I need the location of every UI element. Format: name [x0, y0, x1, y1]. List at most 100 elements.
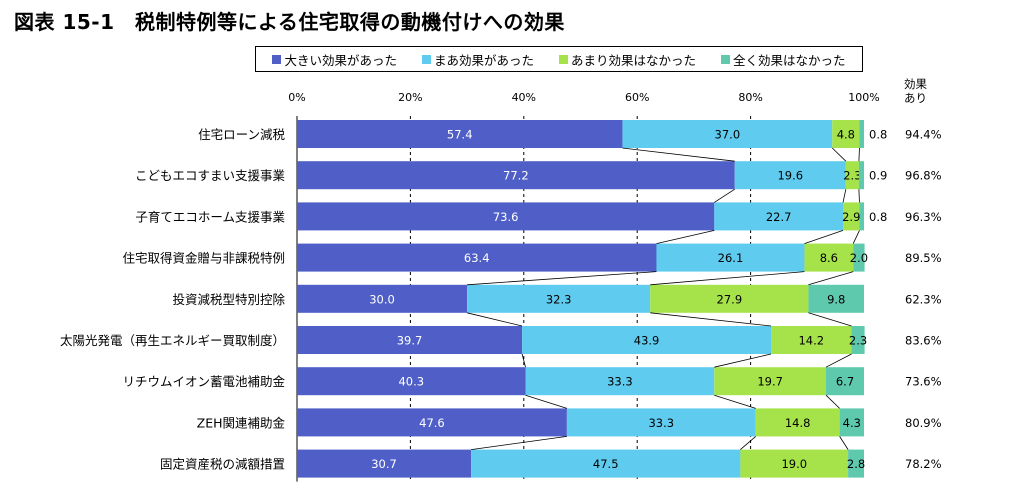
- data-label: 14.8: [785, 416, 811, 430]
- bar-segment: [845, 161, 859, 190]
- bar-segment: [714, 202, 844, 231]
- data-label: 32.3: [546, 292, 572, 306]
- bar-segment: [525, 367, 715, 396]
- bar-segment: [471, 449, 741, 478]
- data-label: 37.0: [715, 128, 741, 142]
- legend-item-0: 大きい効果があった: [272, 50, 397, 69]
- series-connector-line: [650, 271, 805, 286]
- data-label: 30.7: [371, 457, 397, 471]
- legend-swatch-2: [558, 54, 568, 64]
- bar-segment: [853, 243, 865, 272]
- legend-swatch-1: [421, 54, 431, 64]
- bar-segment: [858, 161, 864, 190]
- bar-segment: [522, 326, 772, 354]
- category-label: 住宅取得資金贈与非課税特例: [122, 251, 285, 266]
- series-connector-line: [650, 312, 772, 327]
- series-connector-line: [808, 312, 852, 327]
- bar-segment: [826, 367, 864, 396]
- category-label: 子育てエコホーム支援事業: [135, 209, 285, 224]
- bar-segment: [566, 408, 756, 437]
- series-connector-line: [622, 147, 735, 162]
- data-label: 19.6: [777, 169, 803, 183]
- bar-segment: [297, 243, 657, 272]
- data-label: 8.6: [820, 251, 838, 265]
- series-connector-line: [858, 147, 860, 162]
- data-label: 73.6: [493, 210, 519, 224]
- bar-segment: [832, 120, 860, 148]
- x-tick-label: 60%: [625, 91, 649, 104]
- x-tick-label: 0%: [288, 91, 305, 104]
- series-connector-line: [525, 394, 568, 409]
- series-connector-line: [714, 353, 772, 368]
- chart-title: 図表 15-1 税制特例等による住宅取得の動機付けへの効果: [14, 10, 565, 34]
- data-label: 22.7: [766, 210, 792, 224]
- bar-segment: [843, 202, 860, 231]
- series-connector-line: [831, 147, 847, 162]
- x-tick-label: 40%: [512, 91, 536, 104]
- category-label: 住宅ローン減税: [198, 127, 285, 142]
- series-connector-line: [858, 189, 860, 203]
- data-label: 33.3: [607, 375, 633, 389]
- data-label: 2.9: [842, 210, 860, 224]
- effect-total-label: 89.5%: [905, 251, 942, 265]
- data-label: 4.3: [843, 416, 861, 430]
- bar-segment: [859, 120, 864, 148]
- category-label: リチウムイオン蓄電池補助金: [122, 374, 285, 389]
- effect-column-header: 効果: [904, 77, 927, 91]
- category-label: 投資減税型特別控除: [172, 292, 285, 307]
- legend-item-1: まあ効果があった: [421, 50, 534, 69]
- data-label: 6.7: [836, 375, 854, 389]
- series-connector-line: [471, 436, 567, 450]
- effect-total-label: 96.3%: [905, 210, 942, 224]
- bar-segment: [839, 408, 864, 437]
- series-connector-line: [714, 188, 735, 203]
- bar-segment: [297, 202, 715, 231]
- bar-segment: [851, 326, 865, 354]
- x-tick-label: 100%: [848, 91, 879, 104]
- bar-segment: [622, 120, 833, 148]
- legend-item-3: 全く効果はなかった: [720, 50, 846, 69]
- effect-total-label: 83.6%: [905, 334, 942, 348]
- x-tick-label: 80%: [738, 91, 762, 104]
- data-label: 40.3: [398, 375, 424, 389]
- series-connector-line: [804, 230, 844, 244]
- bar-segment: [467, 284, 651, 313]
- effect-total-label: 78.2%: [905, 457, 942, 471]
- effect-total-label: 73.6%: [905, 375, 942, 389]
- series-connector-line: [825, 394, 840, 409]
- data-label: 4.8: [837, 128, 855, 142]
- data-label: 0.8: [869, 128, 887, 142]
- data-label: 2.8: [847, 457, 865, 471]
- bar-segment: [297, 326, 523, 354]
- bar-segment: [848, 449, 864, 478]
- series-connector-line: [825, 353, 852, 368]
- chart-legend: 大きい効果があった まあ効果があった あまり効果はなかった 全く効果はなかった: [255, 46, 863, 72]
- x-tick-label: 20%: [398, 91, 422, 104]
- data-label: 47.6: [419, 416, 445, 430]
- data-label: 57.4: [447, 128, 473, 142]
- bar-segment: [755, 408, 840, 437]
- data-label: 33.3: [648, 416, 674, 430]
- data-label: 19.0: [781, 457, 807, 471]
- series-connector-line: [656, 230, 715, 244]
- bar-segment: [740, 449, 849, 478]
- bar-segment: [859, 202, 864, 231]
- bar-segment: [714, 367, 827, 396]
- category-label: ZEH関連補助金: [197, 415, 286, 430]
- legend-label-3: 全く効果はなかった: [732, 52, 846, 68]
- data-label: 63.4: [464, 251, 490, 265]
- category-label: 太陽光発電（再生エネルギー買取制度）: [60, 333, 285, 348]
- series-connector-line: [839, 436, 849, 450]
- effect-total-label: 96.8%: [905, 169, 942, 183]
- bar-segment: [297, 408, 567, 437]
- data-label: 47.5: [593, 457, 619, 471]
- bar-segment: [297, 449, 472, 478]
- data-label: 19.7: [757, 375, 783, 389]
- data-label: 2.3: [843, 169, 861, 183]
- legend-label-1: まあ効果があった: [433, 52, 534, 68]
- series-connector-line: [467, 271, 657, 286]
- data-label: 0.8: [869, 210, 887, 224]
- legend-label-2: あまり効果はなかった: [570, 52, 696, 68]
- data-label: 43.9: [634, 334, 660, 348]
- bar-segment: [297, 367, 526, 396]
